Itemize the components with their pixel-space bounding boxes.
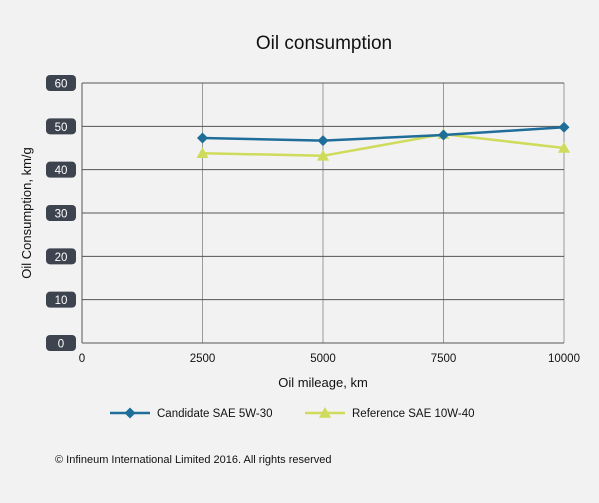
y-tick-badge xyxy=(46,75,76,91)
x-tick-label: 5000 xyxy=(310,353,336,365)
data-point xyxy=(317,149,329,161)
y-tick: 60 xyxy=(46,75,76,91)
data-point xyxy=(558,121,570,133)
data-point xyxy=(438,129,449,141)
chart-title: Oil consumption xyxy=(256,33,392,54)
data-point xyxy=(196,147,209,158)
y-tick: 40 xyxy=(46,161,76,178)
x-tick-label: 2500 xyxy=(190,353,216,365)
series-reference xyxy=(196,128,570,161)
x-axis-ticks: 0 2500 5000 7500 10000 xyxy=(79,353,580,365)
copyright-notice: © Infineum International Limited 2016. A… xyxy=(55,454,332,466)
y-tick-badge xyxy=(46,291,76,308)
legend-label: Reference SAE 10W-40 xyxy=(352,408,475,420)
legend-label: Candidate SAE 5W-30 xyxy=(157,408,273,420)
series-line xyxy=(202,125,565,142)
data-point xyxy=(317,135,329,147)
x-tick-label: 10000 xyxy=(548,353,580,365)
x-tick-label: 0 xyxy=(79,353,85,365)
y-tick: 30 xyxy=(46,205,76,221)
data-point xyxy=(197,132,208,144)
y-tick: 0 xyxy=(46,335,76,351)
legend-marker xyxy=(124,407,136,419)
y-tick-badge xyxy=(46,335,76,351)
y-tick-badge xyxy=(46,118,76,135)
series-line xyxy=(202,132,565,158)
series-lines xyxy=(196,121,570,161)
y-tick-label: 30 xyxy=(55,209,68,221)
legend-item-reference: Reference SAE 10W-40 xyxy=(305,407,475,420)
data-point xyxy=(558,142,570,153)
grid xyxy=(81,82,565,344)
y-tick-badge xyxy=(46,205,76,221)
y-tick-badge xyxy=(46,161,76,178)
y-tick: 10 xyxy=(46,291,76,308)
y-tick-badge xyxy=(46,248,76,265)
x-tick-label: 7500 xyxy=(431,353,457,365)
y-tick: 50 xyxy=(46,118,76,135)
y-tick-label: 20 xyxy=(55,252,68,264)
y-axis-ticks: 0 10 20 30 40 50 60 xyxy=(46,75,76,351)
y-axis-label: Oil Consumption, km/g xyxy=(19,147,34,279)
y-tick: 20 xyxy=(46,248,76,265)
y-tick-label: 50 xyxy=(55,122,68,134)
legend-item-candidate: Candidate SAE 5W-30 xyxy=(110,407,273,420)
series-candidate xyxy=(197,121,570,147)
legend-marker xyxy=(319,407,331,418)
y-tick-label: 60 xyxy=(55,79,68,91)
x-axis-label: Oil mileage, km xyxy=(278,375,368,390)
y-tick-label: 40 xyxy=(55,165,68,177)
legend: Candidate SAE 5W-30 Reference SAE 10W-40 xyxy=(110,407,475,420)
y-tick-label: 0 xyxy=(58,339,64,351)
y-tick-label: 10 xyxy=(55,295,68,307)
